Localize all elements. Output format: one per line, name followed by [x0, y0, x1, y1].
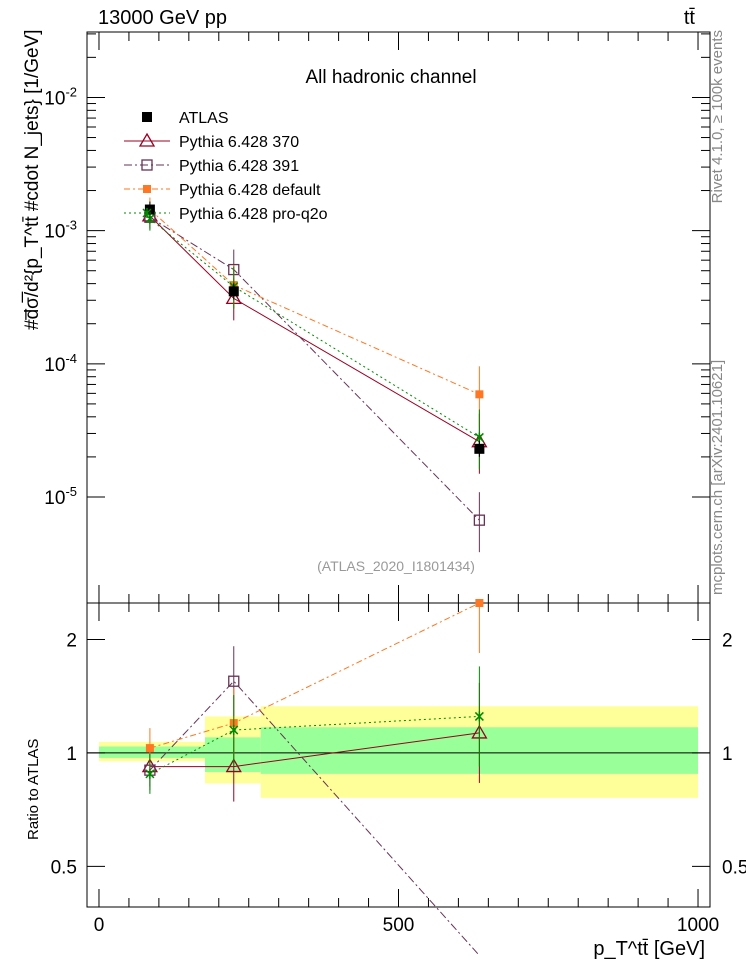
ratio-marker [229, 725, 239, 736]
analysis-annotation: (ATLAS_2020_I1801434) [317, 558, 475, 574]
main-marker [475, 390, 484, 399]
ratio-marker [225, 758, 242, 773]
ratio-y-tick-label-right: 1 [722, 744, 733, 765]
y-tick-label: 10-3 [44, 218, 77, 243]
legend-marker [142, 112, 152, 122]
y-axis-label: #d̅σ̅/d²{p_T^tt̄ #cdot N_jets} [1/GeV] [22, 29, 43, 330]
main-marker [474, 432, 484, 443]
main-marker [473, 514, 486, 526]
ratio-marker [145, 744, 154, 753]
legend-marker [141, 159, 153, 171]
ratio-marker [145, 768, 155, 779]
rivet-label: Rivet 4.1.0, ≥ 100k events [709, 30, 726, 203]
legend-marker [138, 132, 156, 147]
ratio-y-tick-label-right: 2 [722, 631, 733, 652]
ratio-y-tick-label: 0.5 [51, 857, 77, 878]
mcplots-label: mcplots.cern.ch [arXiv:2401.10621] [709, 360, 726, 595]
header-left: 13000 GeV pp [98, 7, 227, 29]
x-tick-label: 0 [94, 915, 105, 936]
header-right: tt̄ [684, 7, 696, 29]
ratio-series-line [149, 715, 480, 775]
ratio-y-tick-label: 2 [66, 631, 77, 652]
y-tick-label: 10-4 [44, 351, 77, 376]
x-axis-label: p_T^tt̄ [GeV] [593, 938, 705, 960]
legend-marker [142, 208, 152, 218]
atlas-marker [474, 443, 485, 454]
ratio-marker [475, 599, 484, 607]
y-tick-label: 10-2 [44, 84, 77, 109]
ratio-y-tick-label-right: 0.5 [722, 857, 746, 878]
legend-entry: Pythia 6.428 default [179, 182, 321, 199]
legend-entry: Pythia 6.428 391 [179, 158, 299, 175]
ratio-band-inner [98, 746, 206, 758]
ratio-y-tick-label: 1 [66, 744, 77, 765]
chart-title: All hadronic channel [305, 67, 476, 88]
legend-entry: Pythia 6.428 pro-q2o [179, 206, 328, 223]
y-tick-label: 10-5 [44, 484, 77, 509]
main-series-line [149, 209, 480, 395]
legend-entry: Pythia 6.428 370 [179, 134, 299, 151]
legend-entry: ATLAS [179, 110, 229, 127]
ratio-marker [228, 675, 240, 687]
atlas-marker [228, 286, 239, 297]
main-series-line [149, 218, 480, 438]
main-series-line [149, 216, 480, 521]
main-series-line [149, 215, 480, 443]
ratio-marker [474, 711, 484, 722]
legend-marker [143, 185, 151, 193]
ratio-y-axis-label: Ratio to ATLAS [25, 739, 42, 840]
x-tick-label: 1000 [677, 915, 719, 936]
x-tick-label: 500 [383, 915, 415, 936]
